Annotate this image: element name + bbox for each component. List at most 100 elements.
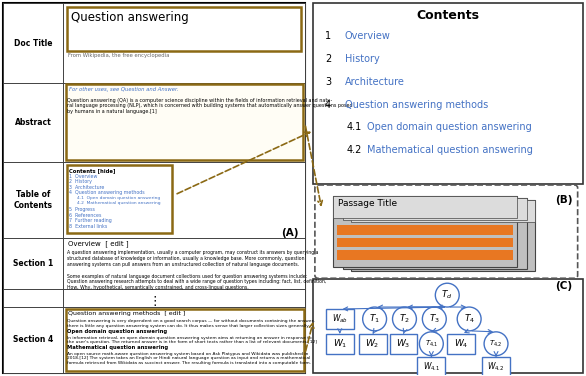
Text: 4.1: 4.1 bbox=[347, 123, 362, 132]
Text: Question answering (QA) is a computer science discipline within the fields of in: Question answering (QA) is a computer sc… bbox=[67, 98, 353, 114]
Bar bbox=[66, 84, 303, 160]
Circle shape bbox=[457, 307, 481, 331]
Bar bbox=[63, 289, 305, 307]
Bar bbox=[447, 334, 475, 354]
Text: ⋮: ⋮ bbox=[148, 295, 161, 308]
Text: 2  History: 2 History bbox=[69, 179, 92, 184]
Text: $T_3$: $T_3$ bbox=[429, 313, 440, 325]
Text: $W_4$: $W_4$ bbox=[454, 338, 468, 350]
Text: Open domain question answering: Open domain question answering bbox=[367, 123, 532, 132]
Bar bbox=[390, 334, 417, 354]
Text: 7  Further reading: 7 Further reading bbox=[69, 218, 112, 223]
Text: Question answering methods  [ edit ]: Question answering methods [ edit ] bbox=[68, 311, 185, 316]
Bar bbox=[326, 309, 354, 329]
Circle shape bbox=[420, 332, 443, 356]
Text: (A): (A) bbox=[281, 227, 299, 238]
Text: Section 1: Section 1 bbox=[13, 259, 53, 268]
Bar bbox=[482, 357, 510, 376]
Text: $W_{4.1}$: $W_{4.1}$ bbox=[423, 360, 440, 373]
Bar bbox=[337, 225, 513, 235]
Bar bbox=[333, 196, 517, 267]
Bar bbox=[313, 279, 582, 373]
Text: $T_2$: $T_2$ bbox=[399, 313, 410, 325]
Bar bbox=[4, 3, 305, 373]
Bar bbox=[4, 307, 63, 373]
Bar bbox=[4, 83, 63, 162]
Text: Mathematical question answering: Mathematical question answering bbox=[367, 145, 533, 155]
Bar bbox=[67, 165, 172, 233]
Text: Overview  [ edit ]: Overview [ edit ] bbox=[68, 241, 129, 247]
Bar bbox=[4, 3, 63, 83]
Bar bbox=[66, 309, 304, 371]
Text: Passage Title: Passage Title bbox=[338, 199, 397, 208]
Circle shape bbox=[393, 307, 417, 331]
Text: 4.2  Mathematical question answering: 4.2 Mathematical question answering bbox=[77, 202, 161, 205]
Text: 4: 4 bbox=[325, 100, 331, 110]
Bar bbox=[4, 162, 63, 238]
Text: Table of
Contents: Table of Contents bbox=[13, 190, 53, 209]
Bar bbox=[359, 334, 387, 354]
Text: $W_3$: $W_3$ bbox=[396, 338, 411, 350]
Bar bbox=[343, 198, 527, 269]
Bar bbox=[313, 3, 582, 184]
Circle shape bbox=[423, 307, 447, 331]
Text: 3  Architecture: 3 Architecture bbox=[69, 185, 104, 190]
Text: (C): (C) bbox=[556, 281, 573, 291]
Text: $T_{4.2}$: $T_{4.2}$ bbox=[489, 339, 503, 349]
Text: $T_1$: $T_1$ bbox=[369, 313, 380, 325]
Text: 3: 3 bbox=[325, 77, 331, 87]
Text: Architecture: Architecture bbox=[345, 77, 404, 87]
Text: Open domain question answering: Open domain question answering bbox=[67, 329, 167, 334]
Text: Section 4: Section 4 bbox=[13, 335, 53, 344]
Text: From Wikipedia, the free encyclopedia: From Wikipedia, the free encyclopedia bbox=[68, 53, 169, 58]
Bar bbox=[63, 83, 305, 162]
Text: In information retrieval, an open domain question answering system aims at retur: In information retrieval, an open domain… bbox=[67, 336, 317, 344]
Text: Doc Title: Doc Title bbox=[14, 39, 53, 48]
Bar bbox=[333, 196, 517, 218]
Text: 1: 1 bbox=[325, 31, 331, 41]
Text: Question answering is very dependent on a good search corpus — for without docum: Question answering is very dependent on … bbox=[67, 319, 315, 327]
Bar bbox=[337, 250, 513, 261]
Text: $W_{4.2}$: $W_{4.2}$ bbox=[488, 360, 505, 373]
Circle shape bbox=[435, 283, 459, 307]
Text: $T_4$: $T_4$ bbox=[464, 313, 475, 325]
Text: 4  Question answering methods: 4 Question answering methods bbox=[69, 190, 145, 196]
Text: Question answering: Question answering bbox=[71, 11, 189, 24]
Bar bbox=[4, 238, 63, 289]
Text: $W_2$: $W_2$ bbox=[366, 338, 380, 350]
Text: Overview: Overview bbox=[345, 31, 391, 41]
Bar bbox=[337, 238, 513, 247]
Text: (B): (B) bbox=[555, 195, 573, 205]
Circle shape bbox=[484, 332, 508, 356]
Text: Contents: Contents bbox=[417, 9, 480, 22]
Text: 4.1  Open domain question answering: 4.1 Open domain question answering bbox=[77, 196, 161, 200]
Text: 6  References: 6 References bbox=[69, 212, 101, 218]
Circle shape bbox=[363, 307, 387, 331]
Text: Question answering methods: Question answering methods bbox=[345, 100, 488, 110]
Text: 5  Progress: 5 Progress bbox=[69, 207, 95, 212]
Bar bbox=[63, 3, 305, 83]
Bar bbox=[63, 307, 305, 373]
Text: Abstract: Abstract bbox=[15, 118, 52, 127]
Bar bbox=[417, 357, 445, 376]
Text: 8  External links: 8 External links bbox=[69, 224, 107, 229]
Text: Contents [hide]: Contents [hide] bbox=[69, 168, 115, 173]
Text: 1  Overview: 1 Overview bbox=[69, 174, 97, 179]
Bar bbox=[351, 200, 535, 271]
Bar bbox=[4, 289, 63, 307]
Bar bbox=[326, 334, 354, 354]
Bar bbox=[351, 200, 535, 222]
Text: $W_{ab}$: $W_{ab}$ bbox=[332, 313, 347, 325]
Text: $T_d$: $T_d$ bbox=[441, 289, 453, 302]
Text: Mathematical question answering: Mathematical question answering bbox=[67, 345, 168, 350]
Bar bbox=[343, 198, 527, 220]
Text: A question answering implementation, usually a computer program, may construct i: A question answering implementation, usu… bbox=[67, 250, 326, 290]
Text: For other uses, see Question and Answer.: For other uses, see Question and Answer. bbox=[69, 87, 178, 92]
Text: $T_{4.1}$: $T_{4.1}$ bbox=[424, 339, 438, 349]
Bar bbox=[63, 238, 305, 289]
Bar bbox=[67, 8, 301, 51]
Text: 4.2: 4.2 bbox=[347, 145, 362, 155]
Text: 2: 2 bbox=[325, 54, 331, 64]
Text: $W_1$: $W_1$ bbox=[333, 338, 347, 350]
Text: An open source math-aware question answering system based on Ask Platypus and Wi: An open source math-aware question answe… bbox=[67, 352, 311, 365]
